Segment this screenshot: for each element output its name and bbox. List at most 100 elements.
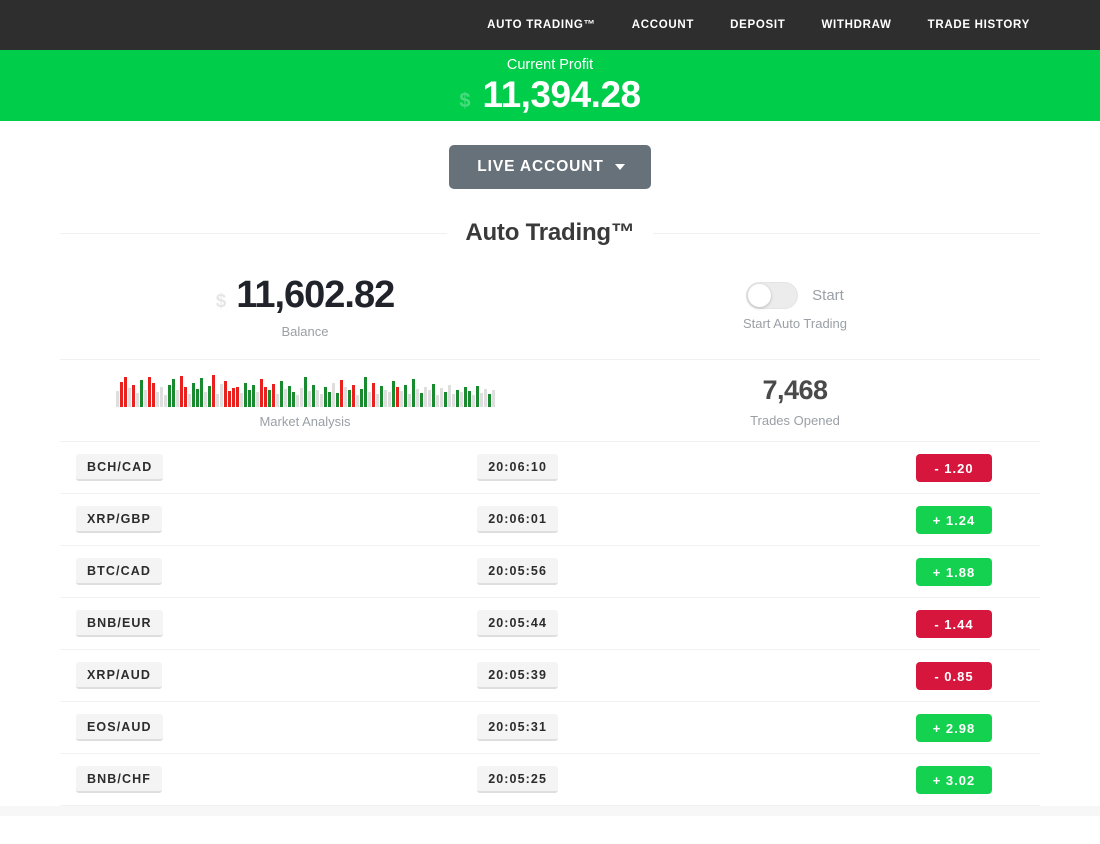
trade-pair-chip: BNB/CHF xyxy=(76,766,162,793)
market-analysis-bar xyxy=(119,382,123,407)
nav-item-list: AUTO TRADING™ ACCOUNT DEPOSIT WITHDRAW TRADE… xyxy=(487,19,1030,31)
trade-time-cell: 20:05:44 xyxy=(393,610,765,637)
market-analysis-bar xyxy=(411,379,415,407)
table-row[interactable]: BNB/CHF 20:05:25 + 3.02 xyxy=(60,754,1040,806)
market-analysis-bar xyxy=(223,380,227,407)
nav-withdraw[interactable]: WITHDRAW xyxy=(821,19,892,31)
live-account-label: LIVE ACCOUNT xyxy=(477,158,604,175)
market-analysis-stat: Market Analysis xyxy=(60,360,550,441)
trade-time-chip: 20:05:31 xyxy=(477,714,559,741)
trade-pair-cell: BCH/CAD xyxy=(60,454,393,481)
trade-time-cell: 20:06:10 xyxy=(393,454,765,481)
table-row[interactable]: EOS/AUD 20:05:31 + 2.98 xyxy=(60,702,1040,754)
table-row[interactable]: BCH/CAD 20:06:10 - 1.20 xyxy=(60,442,1040,494)
market-analysis-bar xyxy=(475,386,479,407)
market-analysis-bar xyxy=(267,390,271,407)
market-analysis-bar xyxy=(251,385,255,407)
market-analysis-bar xyxy=(215,394,219,407)
auto-trading-toggle[interactable] xyxy=(746,281,799,309)
live-account-dropdown-button[interactable]: LIVE ACCOUNT xyxy=(449,145,651,189)
trade-pair-cell: BTC/CAD xyxy=(60,558,393,585)
market-analysis-bar xyxy=(167,385,171,407)
status-badge: + 2.98 xyxy=(915,713,992,742)
balance-currency-symbol: $ xyxy=(215,291,227,312)
trade-amount-cell: - 1.20 xyxy=(766,453,1040,482)
nav-auto-trading[interactable]: AUTO TRADING™ xyxy=(487,19,596,31)
balance-value: 11,602.82 xyxy=(236,274,395,316)
trade-amount-cell: + 3.02 xyxy=(766,765,1040,794)
stats-row-balance: $ 11,602.82 Balance Start Start Auto Tra… xyxy=(60,253,1040,360)
status-badge: - 0.85 xyxy=(915,661,992,690)
market-analysis-bar xyxy=(383,389,387,407)
market-analysis-bar xyxy=(447,385,451,407)
market-analysis-bar xyxy=(203,392,207,407)
toggle-state-label: Start xyxy=(812,286,844,304)
market-analysis-sparkline xyxy=(115,373,495,407)
status-badge: + 1.24 xyxy=(915,505,992,534)
market-analysis-bar xyxy=(463,387,467,407)
trade-pair-cell: EOS/AUD xyxy=(60,714,393,741)
market-analysis-bar xyxy=(211,374,215,407)
market-analysis-bar xyxy=(151,382,155,407)
trade-pair-chip: EOS/AUD xyxy=(76,714,163,741)
status-badge: + 1.88 xyxy=(915,557,992,586)
market-analysis-label: Market Analysis xyxy=(259,413,351,429)
chevron-down-icon xyxy=(614,164,625,170)
market-analysis-bar xyxy=(359,388,363,407)
trade-amount-cell: + 1.88 xyxy=(766,557,1040,586)
trade-time-chip: 20:05:56 xyxy=(477,558,559,585)
market-analysis-bar xyxy=(395,387,399,407)
table-row[interactable]: XRP/AUD 20:05:39 - 0.85 xyxy=(60,650,1040,702)
market-analysis-bar xyxy=(135,392,139,407)
market-analysis-bar xyxy=(123,376,127,407)
trade-time-chip: 20:06:10 xyxy=(477,454,559,481)
market-analysis-bar xyxy=(271,384,275,407)
table-row[interactable]: BNB/EUR 20:05:44 - 1.44 xyxy=(60,598,1040,650)
market-analysis-bar xyxy=(371,383,375,407)
market-analysis-bar xyxy=(323,386,327,407)
table-row[interactable]: XRP/GBP 20:06:01 + 1.24 xyxy=(60,494,1040,546)
market-analysis-bar xyxy=(355,394,359,407)
divider-right xyxy=(652,232,1041,234)
market-analysis-bar xyxy=(423,386,427,407)
market-analysis-bar xyxy=(399,390,403,407)
current-profit-banner: Current Profit $ 11,394.28 xyxy=(0,50,1100,121)
market-analysis-bar xyxy=(351,385,355,407)
trade-time-cell: 20:05:39 xyxy=(393,662,765,689)
market-analysis-bar xyxy=(391,381,395,407)
market-analysis-bar xyxy=(479,392,483,407)
nav-trade-history[interactable]: TRADE HISTORY xyxy=(927,19,1030,31)
market-analysis-bar xyxy=(419,392,423,407)
market-analysis-bar xyxy=(491,390,495,407)
balance-label: Balance xyxy=(281,324,329,339)
current-profit-value-wrap: $ 11,394.28 xyxy=(459,75,641,115)
stats-row-market: Market Analysis 7,468 Trades Opened xyxy=(60,360,1040,442)
market-analysis-bar xyxy=(195,388,199,407)
market-analysis-bar xyxy=(367,391,371,407)
market-analysis-bar xyxy=(403,384,407,407)
trade-pair-chip: BNB/EUR xyxy=(76,610,163,637)
market-analysis-bar xyxy=(187,393,191,407)
market-analysis-bar xyxy=(307,390,311,407)
nav-account[interactable]: ACCOUNT xyxy=(631,19,695,31)
status-badge: - 1.44 xyxy=(915,609,992,638)
market-analysis-bar xyxy=(387,392,391,407)
market-analysis-bar xyxy=(259,378,263,407)
market-analysis-bar xyxy=(179,375,183,407)
trade-amount-cell: + 1.24 xyxy=(766,505,1040,534)
market-analysis-bar xyxy=(311,384,315,407)
market-analysis-bar xyxy=(459,392,463,407)
market-analysis-bar xyxy=(235,386,239,407)
market-analysis-bar xyxy=(335,392,339,407)
market-analysis-bar xyxy=(431,384,435,407)
nav-deposit[interactable]: DEPOSIT xyxy=(730,19,786,31)
market-analysis-bar xyxy=(183,387,187,407)
table-row[interactable]: BTC/CAD 20:05:56 + 1.88 xyxy=(60,546,1040,598)
market-analysis-bar xyxy=(343,387,347,407)
market-analysis-bar xyxy=(239,392,243,407)
market-analysis-bar xyxy=(171,379,175,407)
market-analysis-bar xyxy=(139,379,143,407)
market-analysis-bar xyxy=(487,394,491,407)
trade-time-cell: 20:05:31 xyxy=(393,714,765,741)
market-analysis-bar xyxy=(451,393,455,407)
